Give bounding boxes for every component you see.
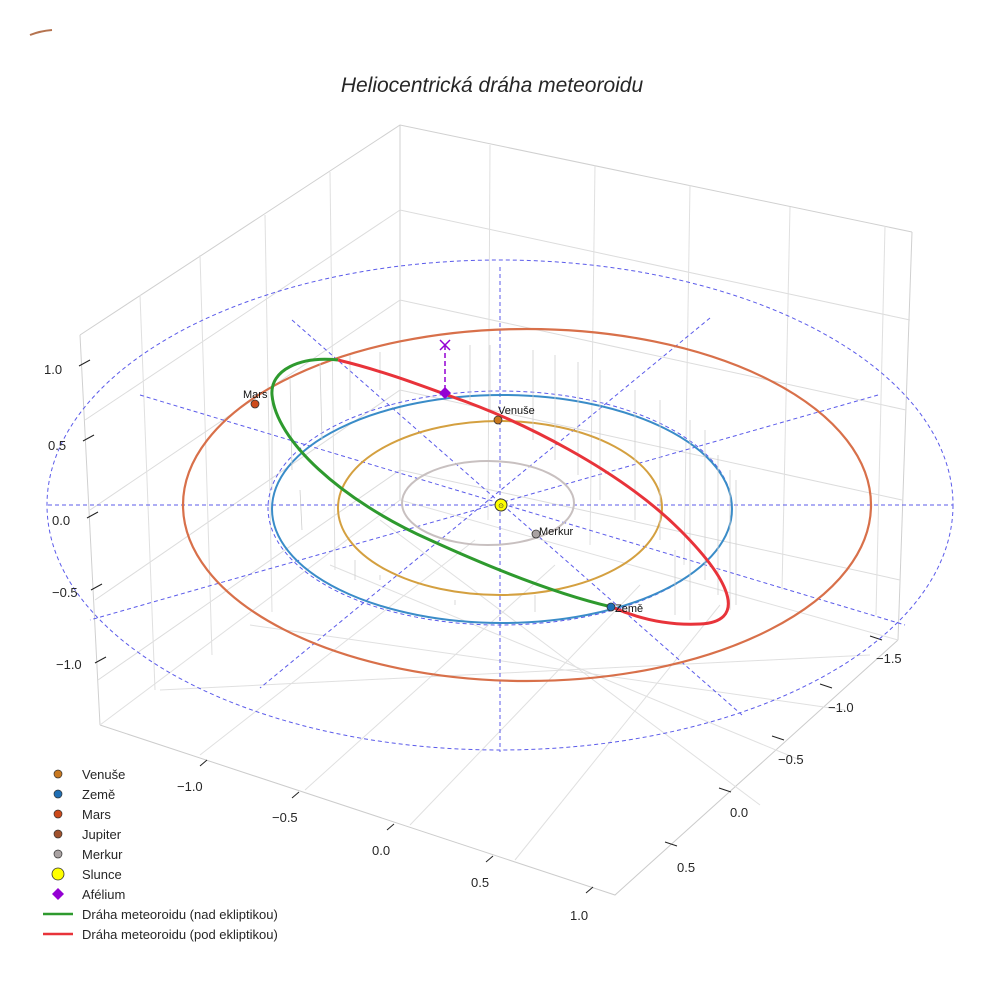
circle-marker-icon bbox=[53, 809, 63, 819]
y-tick-label: −1.0 bbox=[828, 700, 854, 715]
mars-label: Mars bbox=[243, 389, 268, 401]
sun-marker-icon bbox=[51, 867, 65, 881]
circle-marker-icon bbox=[53, 789, 63, 799]
green-line-icon bbox=[43, 912, 73, 916]
axes-box-grid bbox=[79, 124, 913, 896]
z-tick-label: 0.0 bbox=[52, 513, 71, 528]
aphelion-diamond-icon bbox=[439, 387, 451, 399]
zeme-marker bbox=[606, 602, 616, 612]
legend-item-merkur: Merkur bbox=[38, 844, 278, 864]
y-tick-label: 0.5 bbox=[677, 860, 696, 875]
x-tick-label: 0.5 bbox=[471, 875, 490, 890]
legend-item-afelium: Afélium bbox=[38, 884, 278, 904]
legend: Venuše Země Mars Jupiter Merkur Slunce A… bbox=[38, 764, 278, 944]
merkur-marker bbox=[531, 529, 541, 539]
merkur-orbit bbox=[401, 460, 575, 546]
circle-marker-icon bbox=[53, 849, 63, 859]
legend-item-zeme: Země bbox=[38, 784, 278, 804]
x-tick-label: 1.0 bbox=[570, 908, 589, 923]
z-tick-label: 0.5 bbox=[48, 438, 67, 453]
meteoroid-drop-lines bbox=[271, 345, 737, 620]
jupiter-orbit-arc bbox=[29, 29, 53, 36]
y-tick-label: −0.5 bbox=[778, 752, 804, 767]
meteoroid-orbit-below bbox=[337, 358, 730, 626]
sun-symbol: ⊙ bbox=[498, 503, 504, 510]
z-tick-label: 1.0 bbox=[44, 362, 63, 377]
diamond-marker-icon bbox=[52, 888, 64, 900]
ecliptic-reference bbox=[46, 259, 954, 752]
y-tick-label: −1.5 bbox=[876, 651, 902, 666]
x-tick-label: 0.0 bbox=[372, 843, 391, 858]
legend-item-jupiter: Jupiter bbox=[38, 824, 278, 844]
circle-marker-icon bbox=[53, 769, 63, 779]
merkur-label: Merkur bbox=[539, 526, 574, 538]
y-tick-label: 0.0 bbox=[730, 805, 749, 820]
aphelion-x-icon bbox=[439, 339, 451, 351]
legend-item-orbit-below: Dráha meteoroidu (pod ekliptikou) bbox=[38, 924, 278, 944]
axis-ticks bbox=[78, 359, 883, 894]
chart-title: Heliocentrická dráha meteoroidu bbox=[340, 74, 644, 97]
z-tick-label: −0.5 bbox=[52, 585, 78, 600]
zeme-label: Země bbox=[615, 603, 644, 615]
legend-item-orbit-above: Dráha meteoroidu (nad ekliptikou) bbox=[38, 904, 278, 924]
x-tick-label: −1.0 bbox=[177, 779, 203, 794]
venuse-marker bbox=[493, 415, 503, 425]
legend-item-slunce: Slunce bbox=[38, 864, 278, 884]
x-tick-label: −0.5 bbox=[272, 810, 298, 825]
mars-orbit bbox=[181, 327, 873, 683]
meteoroid-orbit-above bbox=[270, 357, 613, 609]
zeme-orbit bbox=[271, 394, 733, 624]
venuse-label: Venuše bbox=[498, 405, 535, 417]
mars-marker bbox=[250, 399, 260, 409]
z-tick-label: −1.0 bbox=[56, 657, 82, 672]
legend-item-venuse: Venuše bbox=[38, 764, 278, 784]
slunce-marker bbox=[494, 498, 508, 512]
circle-marker-icon bbox=[53, 829, 63, 839]
red-line-icon bbox=[43, 932, 73, 936]
legend-item-mars: Mars bbox=[38, 804, 278, 824]
